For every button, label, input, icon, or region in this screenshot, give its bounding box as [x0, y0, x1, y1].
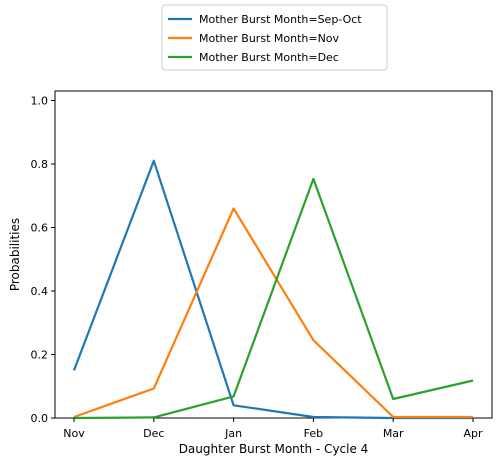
y-tick-label: 0.8 — [31, 158, 49, 171]
y-tick-label: 0.6 — [31, 222, 49, 235]
legend-label: Mother Burst Month=Nov — [199, 32, 340, 45]
y-axis: 0.0 0.2 0.4 0.6 0.8 1.0 — [31, 95, 55, 425]
y-tick-label: 1.0 — [31, 95, 49, 108]
y-tick-label: 0.4 — [31, 285, 49, 298]
legend-label: Mother Burst Month=Sep-Oct — [199, 13, 362, 26]
x-axis-label: Daughter Burst Month - Cycle 4 — [179, 442, 369, 456]
x-tick-label: Mar — [383, 427, 404, 440]
x-tick-label: Jan — [224, 427, 242, 440]
series-lines — [72, 159, 474, 420]
x-axis: Nov Dec Jan Feb Mar Apr — [63, 418, 483, 440]
series-line-1 — [73, 207, 473, 419]
plot-area — [54, 90, 493, 419]
legend: Mother Burst Month=Sep-Oct Mother Burst M… — [161, 4, 388, 71]
legend-label: Mother Burst Month=Dec — [199, 51, 339, 64]
series-line-2 — [73, 177, 474, 420]
y-tick-label: 0.2 — [31, 349, 49, 362]
y-axis-label: Probabilities — [8, 218, 22, 291]
x-tick-label: Feb — [304, 427, 323, 440]
y-tick-label: 0.0 — [31, 412, 49, 425]
x-tick-label: Apr — [463, 427, 483, 440]
legend-box — [161, 4, 388, 71]
x-tick-label: Dec — [143, 427, 164, 440]
x-tick-label: Nov — [63, 427, 85, 440]
